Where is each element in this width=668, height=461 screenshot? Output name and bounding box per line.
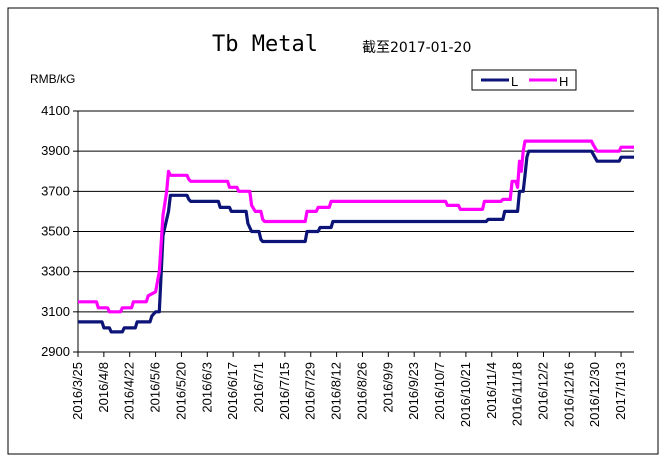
legend-box <box>471 69 577 91</box>
legend-label-h: H <box>559 74 568 89</box>
x-tick-label: 2016/10/21 <box>458 362 473 427</box>
x-tick-label: 2016/9/23 <box>406 362 421 420</box>
x-tick-label: 2016/5/6 <box>148 362 163 413</box>
y-tick-label: 2900 <box>41 344 70 359</box>
x-tick-label: 2016/11/18 <box>510 362 525 426</box>
legend-label-l: L <box>511 74 518 89</box>
series-line-l <box>78 149 634 334</box>
x-tick-label: 2016/7/1 <box>251 362 266 413</box>
x-tick-label: 2016/9/9 <box>380 362 395 413</box>
x-tick-label: 2016/6/17 <box>225 362 240 420</box>
legend: L H <box>471 69 577 91</box>
y-tick-label: 3300 <box>41 264 70 279</box>
x-tick-label: 2016/7/15 <box>277 362 292 420</box>
y-tick-label: 3100 <box>41 304 70 319</box>
x-tick-label: 2016/12/2 <box>535 362 550 420</box>
y-axis: 2900 3100 3300 3500 3700 3900 4100 <box>41 103 79 359</box>
x-tick-label: 2016/12/30 <box>587 362 602 427</box>
x-tick-label: 2016/5/20 <box>173 362 188 420</box>
x-tick-label: 2016/3/25 <box>70 362 85 420</box>
series-line-h <box>78 139 634 314</box>
x-tick-label: 2016/12/16 <box>561 362 576 427</box>
y-tick-label: 3700 <box>41 183 70 198</box>
y-tick-label: 4100 <box>41 103 70 118</box>
x-tick-label: 2016/7/29 <box>303 362 318 420</box>
x-tick-label: 2016/8/26 <box>354 362 369 420</box>
chart-subtitle: 截至2017-01-20 <box>362 40 471 56</box>
x-tick-label: 2017/1/13 <box>613 362 628 420</box>
x-tick-label: 2016/8/12 <box>329 362 344 420</box>
x-tick-label: 2016/4/8 <box>96 362 111 413</box>
y-tick-label: 3500 <box>41 224 70 239</box>
x-axis: 2016/3/25 2016/4/8 2016/4/22 2016/5/6 2016/5… <box>70 351 634 427</box>
x-tick-label: 2016/10/7 <box>432 362 447 420</box>
x-tick-label: 2016/11/4 <box>484 362 499 419</box>
y-axis-label: RMB/kG <box>30 72 75 86</box>
y-tick-label: 3900 <box>41 143 70 158</box>
x-tick-label: 2016/6/3 <box>199 362 214 413</box>
series-layer <box>78 139 634 334</box>
chart-title: Tb Metal <box>212 32 318 57</box>
x-tick-label: 2016/4/22 <box>122 362 137 420</box>
